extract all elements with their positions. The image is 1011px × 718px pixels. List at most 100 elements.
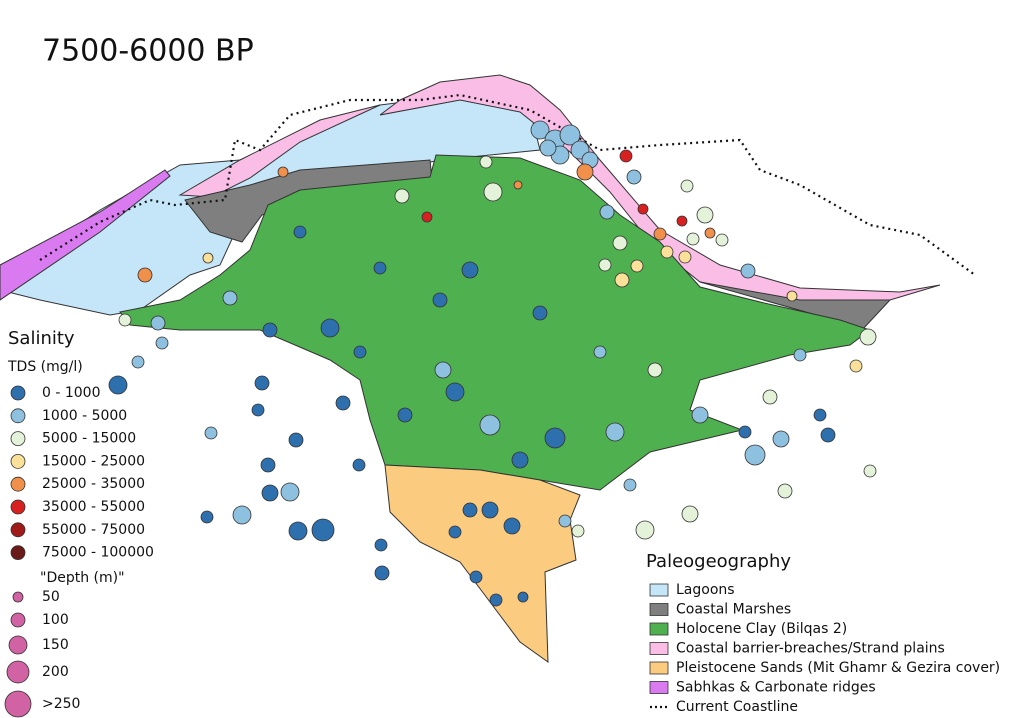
depth-title: "Depth (m)" [40, 570, 125, 586]
depth-label: 100 [42, 612, 69, 628]
sample-point [118, 313, 132, 327]
sample-point [539, 139, 557, 157]
sample-point [513, 180, 523, 190]
sample-point [445, 382, 465, 402]
sample-point [612, 235, 628, 251]
sample-point [262, 322, 278, 338]
sample-point [863, 464, 877, 478]
salinity-label: 5000 - 15000 [42, 431, 136, 447]
salinity-key [10, 431, 26, 447]
coastline-label: Current Coastline [676, 699, 798, 715]
current-coastline [39, 93, 976, 276]
salinity-label: 25000 - 35000 [42, 476, 145, 492]
sample-point [311, 518, 335, 542]
sample-point [599, 204, 615, 220]
sample-point [676, 215, 688, 227]
sample-point [635, 520, 655, 540]
paleo-key [649, 661, 669, 675]
map-title: 7500-6000 BP [42, 34, 254, 69]
sample-point [434, 361, 452, 379]
sample-point [762, 389, 778, 405]
salinity-key [10, 522, 26, 538]
salinity-title: Salinity [8, 328, 75, 349]
sample-point [660, 245, 674, 259]
sample-point [544, 427, 566, 449]
sample-point [374, 538, 388, 552]
sample-point [479, 155, 493, 169]
sabkha [0, 169, 171, 301]
depth-label: 200 [42, 664, 69, 680]
sample-point [280, 482, 300, 502]
sample-point [288, 521, 308, 541]
sample-point [696, 206, 714, 224]
depth-label: 50 [42, 589, 60, 605]
sample-point [680, 179, 694, 193]
sample-point [558, 514, 572, 528]
paleo-label: Coastal Marshes [676, 602, 791, 618]
salinity-key [10, 385, 26, 401]
sample-point [448, 525, 462, 539]
sample-point [200, 510, 214, 524]
sample-point [131, 355, 145, 369]
sample-point [571, 524, 585, 538]
sample-point [511, 451, 529, 469]
sample-point [772, 430, 790, 448]
sample-point [483, 182, 503, 202]
sample-point [261, 484, 279, 502]
sample-point [394, 188, 410, 204]
sample-point [786, 290, 798, 302]
salinity-label: 15000 - 25000 [42, 453, 145, 469]
sample-point [859, 328, 877, 346]
sample-point [605, 422, 625, 442]
sample-point [681, 505, 699, 523]
sample-point [623, 478, 637, 492]
sample-point [653, 227, 667, 241]
sample-point [479, 414, 501, 436]
sample-point [421, 211, 433, 223]
sample-point [222, 290, 238, 306]
sample-point [373, 261, 387, 275]
sample-point [335, 395, 351, 411]
sample-point [598, 258, 612, 272]
sample-point [738, 425, 752, 439]
sample-point [849, 359, 863, 373]
sample-point [202, 252, 214, 264]
sample-points [108, 120, 877, 607]
sample-point [647, 362, 663, 378]
paleo-label: Holocene Clay (Bilqas 2) [676, 621, 847, 637]
sample-point [469, 570, 483, 584]
sample-point [793, 348, 807, 362]
sample-point [432, 292, 448, 308]
sample-point [462, 502, 478, 518]
sample-point [593, 345, 607, 359]
paleo-key [649, 681, 669, 694]
marsh-east [699, 281, 892, 331]
paleo-label: Coastal barrier-breaches/Strand plains [676, 641, 945, 657]
sample-point [503, 517, 521, 535]
paleo-label: Lagoons [676, 582, 735, 598]
sample-point [320, 318, 340, 338]
sample-point [254, 375, 270, 391]
depth-key [8, 635, 28, 655]
sample-point [820, 427, 836, 443]
salinity-label: 75000 - 100000 [42, 545, 154, 561]
sample-point [277, 166, 289, 178]
paleo-label: Sabhkas & Carbonate ridges [676, 680, 876, 696]
salinity-label: 55000 - 75000 [42, 522, 145, 538]
sample-point [678, 250, 692, 264]
sample-point [686, 232, 700, 246]
sample-point [137, 267, 153, 283]
paleo-title: Paleogeography [646, 551, 791, 572]
sample-point [481, 501, 499, 519]
sample-point [288, 432, 304, 448]
sample-point [715, 233, 729, 247]
sample-point [353, 345, 367, 359]
sample-point [813, 408, 827, 422]
depth-key [4, 690, 32, 718]
sample-point [397, 407, 413, 423]
sample-point [532, 305, 548, 321]
sample-point [489, 593, 503, 607]
depth-label: >250 [42, 696, 80, 712]
salinity-label: 1000 - 5000 [42, 408, 127, 424]
